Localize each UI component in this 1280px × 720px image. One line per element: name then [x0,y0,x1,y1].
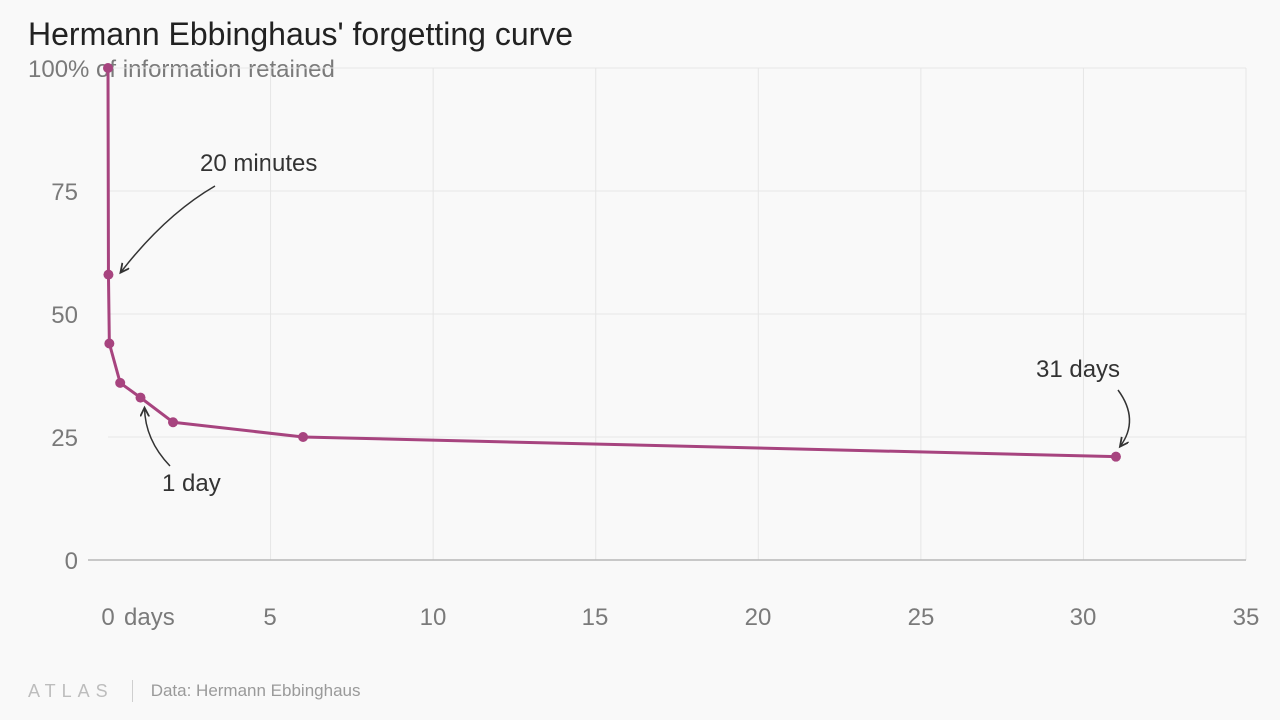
chart-svg [0,0,1280,720]
footer-divider [132,680,133,702]
atlas-logo: ATLAS [28,681,114,702]
footer: ATLAS Data: Hermann Ebbinghaus [28,680,360,702]
data-source: Data: Hermann Ebbinghaus [151,681,361,701]
